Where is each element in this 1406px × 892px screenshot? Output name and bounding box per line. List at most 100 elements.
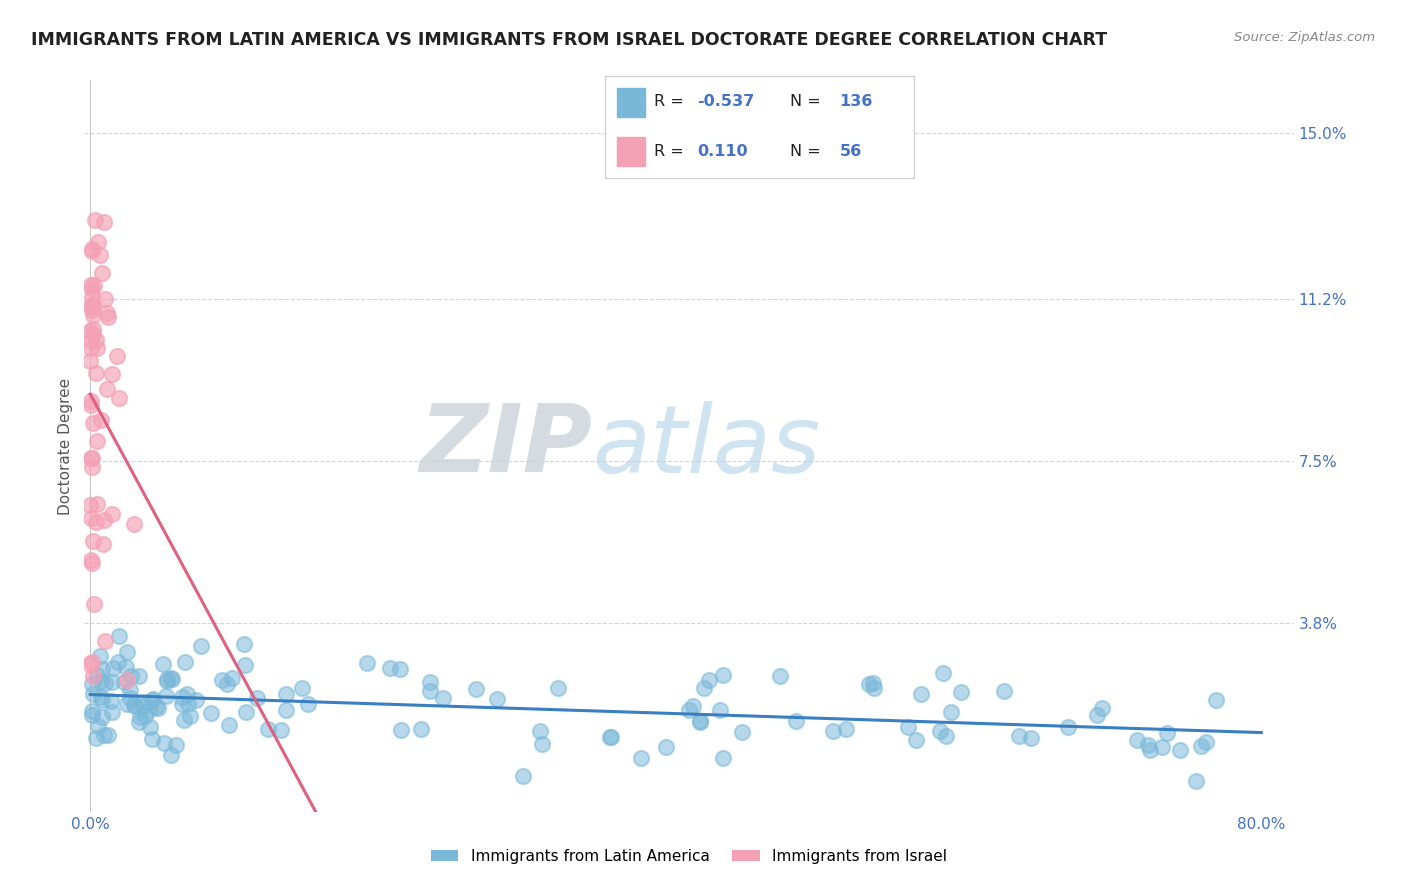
Point: [682, 698, 704, 713]
Point: [90, 673, 112, 688]
Point: [93, 513, 115, 527]
Point: [82, 282, 104, 296]
Point: [599, 731, 621, 745]
Point: [1136, 738, 1159, 752]
Point: [82, 655, 104, 669]
Point: [176, 687, 198, 701]
Point: [1156, 726, 1178, 740]
Point: [101, 705, 124, 719]
Point: [246, 691, 269, 706]
Point: [91, 537, 114, 551]
Point: [91, 709, 114, 723]
Point: [101, 507, 124, 521]
Point: [83, 213, 105, 227]
Point: [432, 690, 454, 705]
Point: [82, 322, 104, 336]
Point: [80, 393, 103, 408]
Point: [84, 366, 107, 380]
Point: [233, 658, 256, 673]
Point: [419, 684, 441, 698]
Point: [115, 660, 138, 674]
Point: [904, 733, 927, 747]
Point: [419, 674, 441, 689]
Point: [115, 645, 138, 659]
Point: [118, 690, 141, 705]
Point: [529, 724, 551, 739]
Point: [112, 675, 135, 690]
Point: [82, 290, 104, 304]
Point: [148, 701, 170, 715]
Point: [863, 681, 886, 695]
Point: [910, 687, 932, 701]
Point: [1205, 693, 1227, 707]
Point: [1085, 708, 1108, 723]
Text: 136: 136: [839, 95, 873, 110]
Point: [929, 723, 952, 738]
Point: [83, 277, 105, 292]
Point: [388, 662, 411, 676]
Bar: [617, 88, 645, 117]
Point: [731, 725, 754, 739]
Point: [949, 685, 972, 699]
Point: [1185, 774, 1208, 789]
Point: [678, 703, 700, 717]
Point: [145, 700, 167, 714]
Point: [1126, 732, 1149, 747]
Text: N =: N =: [790, 95, 821, 110]
Point: [128, 669, 150, 683]
Point: [1019, 731, 1042, 746]
Point: [96, 306, 118, 320]
Point: [124, 698, 146, 713]
Point: [270, 723, 292, 737]
Point: [142, 692, 165, 706]
Point: [173, 714, 195, 728]
Point: [141, 693, 163, 707]
Text: R =: R =: [654, 145, 683, 160]
Point: [170, 690, 193, 704]
Point: [93, 675, 115, 690]
Point: [170, 697, 193, 711]
Point: [858, 676, 880, 690]
Point: [699, 673, 721, 688]
Point: [93, 214, 115, 228]
Y-axis label: Doctorate Degree: Doctorate Degree: [58, 377, 73, 515]
Point: [1091, 701, 1114, 715]
Point: [82, 308, 104, 322]
Point: [128, 714, 150, 729]
Point: [101, 675, 124, 690]
Point: [599, 730, 621, 744]
Point: [79, 341, 101, 355]
Point: [1189, 739, 1212, 753]
Point: [90, 693, 112, 707]
Point: [80, 398, 103, 412]
Point: [86, 235, 108, 250]
Point: [96, 383, 118, 397]
Point: [80, 334, 103, 348]
Point: [173, 655, 195, 669]
Point: [835, 722, 858, 736]
Point: [176, 698, 198, 712]
Point: [80, 708, 103, 723]
Point: [689, 714, 711, 729]
Point: [274, 686, 297, 700]
Point: [82, 451, 104, 466]
Point: [1194, 735, 1216, 749]
Point: [107, 655, 129, 669]
Point: [82, 298, 104, 312]
Point: [82, 416, 104, 430]
Point: [129, 710, 152, 724]
Point: [156, 674, 179, 689]
Point: [79, 299, 101, 313]
Point: [709, 703, 731, 717]
Point: [97, 728, 120, 742]
Point: [103, 661, 125, 675]
Point: [80, 460, 103, 475]
Point: [100, 694, 122, 708]
Point: [769, 669, 792, 683]
Point: [389, 723, 412, 737]
Point: [108, 391, 131, 405]
Point: [79, 498, 101, 512]
Point: [689, 715, 711, 730]
Point: [115, 697, 138, 711]
Point: [935, 729, 957, 743]
